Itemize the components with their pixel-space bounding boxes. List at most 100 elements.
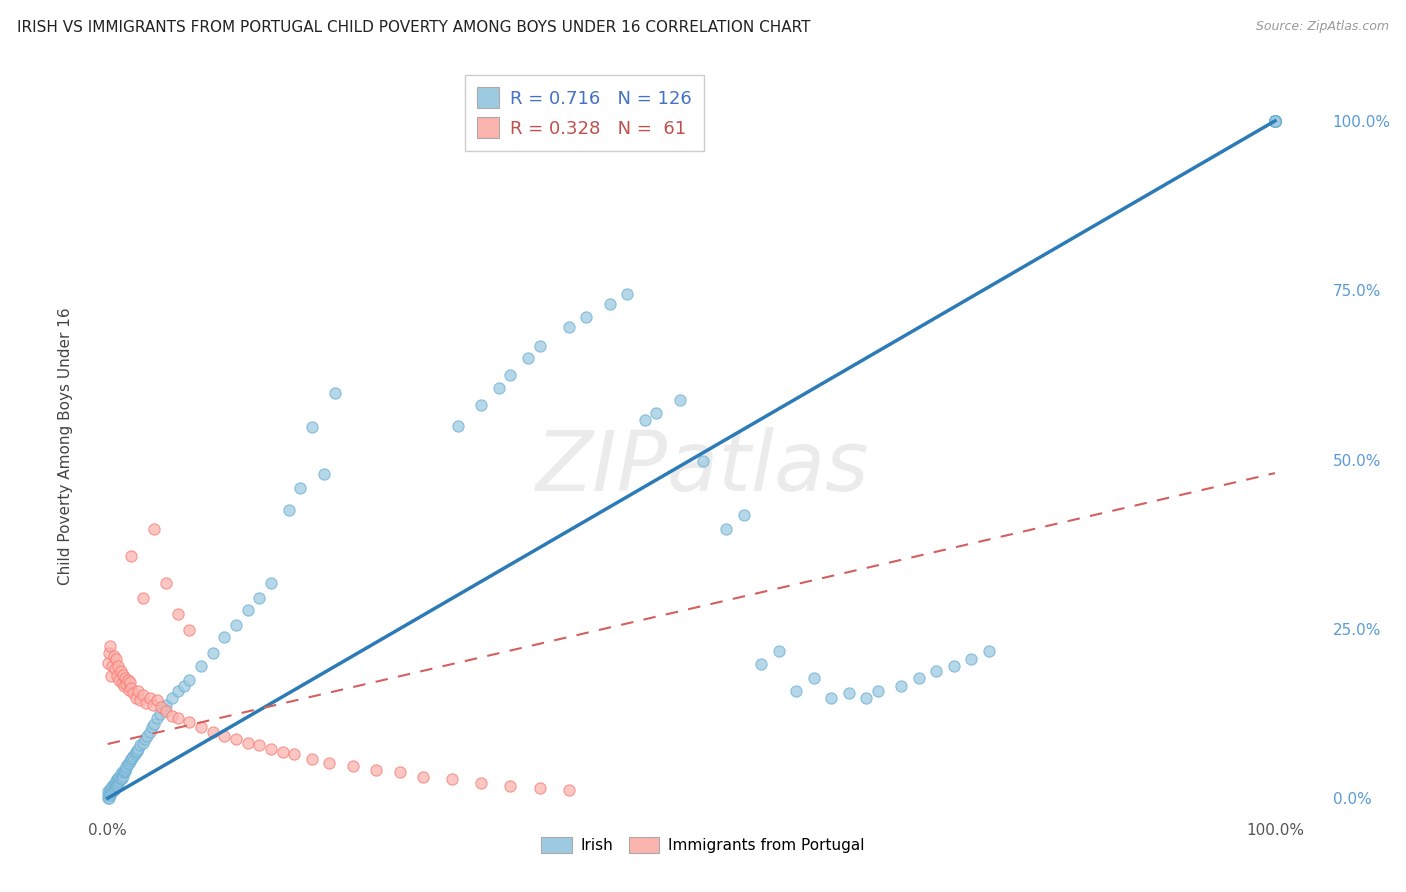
Point xyxy=(97,788,120,802)
Point xyxy=(301,752,323,766)
Point xyxy=(111,771,134,785)
Point xyxy=(132,688,155,702)
Point xyxy=(201,724,224,739)
Point xyxy=(820,690,842,705)
Point xyxy=(290,481,312,495)
Point xyxy=(122,686,145,700)
Point xyxy=(103,778,125,792)
Point xyxy=(516,351,538,365)
Point xyxy=(141,720,163,734)
Point xyxy=(960,652,983,666)
Point xyxy=(143,522,166,536)
Point xyxy=(558,320,581,334)
Point xyxy=(412,770,434,784)
Point xyxy=(97,646,120,660)
Point xyxy=(125,744,148,758)
Point xyxy=(101,659,124,673)
Point xyxy=(271,745,294,759)
Point xyxy=(447,418,470,433)
Point xyxy=(441,772,464,787)
Point xyxy=(616,286,638,301)
Point xyxy=(1264,114,1286,128)
Point xyxy=(142,698,165,712)
Point xyxy=(129,739,152,753)
Point xyxy=(143,716,166,731)
Y-axis label: Child Poverty Among Boys Under 16: Child Poverty Among Boys Under 16 xyxy=(58,307,73,585)
Point xyxy=(179,715,201,730)
Point xyxy=(160,690,183,705)
Point xyxy=(98,788,121,802)
Point xyxy=(104,780,127,795)
Point xyxy=(124,747,146,761)
Point xyxy=(1264,114,1286,128)
Point xyxy=(100,786,122,800)
Point xyxy=(751,657,773,671)
Point xyxy=(155,575,177,590)
Point xyxy=(190,659,212,673)
Point xyxy=(942,659,965,673)
Point xyxy=(470,776,492,790)
Text: Source: ZipAtlas.com: Source: ZipAtlas.com xyxy=(1256,20,1389,33)
Point xyxy=(342,758,364,772)
Point xyxy=(100,669,122,683)
Point xyxy=(1264,114,1286,128)
Point xyxy=(98,639,121,653)
Point xyxy=(558,783,581,797)
Point xyxy=(173,680,195,694)
Point xyxy=(110,767,132,781)
Point xyxy=(111,769,134,783)
Point xyxy=(110,664,132,678)
Point xyxy=(155,698,177,712)
Point xyxy=(105,772,128,787)
Point xyxy=(103,648,125,663)
Point xyxy=(1264,114,1286,128)
Point xyxy=(97,786,120,800)
Point xyxy=(114,763,136,777)
Point xyxy=(768,643,790,657)
Point xyxy=(488,381,510,395)
Point xyxy=(105,778,128,792)
Point xyxy=(236,736,259,750)
Point xyxy=(890,680,912,694)
Point xyxy=(118,756,141,770)
Point xyxy=(107,659,129,673)
Point xyxy=(105,669,128,683)
Point xyxy=(138,690,160,705)
Point xyxy=(499,779,522,793)
Point xyxy=(115,677,138,691)
Point xyxy=(114,671,136,685)
Point xyxy=(110,772,132,787)
Point xyxy=(97,791,120,805)
Point xyxy=(1264,114,1286,128)
Point xyxy=(225,731,247,746)
Point xyxy=(104,774,127,789)
Point xyxy=(132,736,155,750)
Point xyxy=(111,668,134,682)
Point xyxy=(1264,114,1286,128)
Point xyxy=(120,681,142,696)
Point xyxy=(135,697,157,711)
Point xyxy=(152,702,174,716)
Point xyxy=(120,549,142,563)
Point xyxy=(117,757,139,772)
Point xyxy=(103,783,125,797)
Point xyxy=(108,770,131,784)
Point xyxy=(1264,114,1286,128)
Point xyxy=(125,690,148,705)
Point xyxy=(1264,114,1286,128)
Point xyxy=(249,739,271,753)
Point xyxy=(633,413,655,427)
Point xyxy=(112,765,135,780)
Point xyxy=(803,671,825,685)
Point xyxy=(101,779,124,793)
Point xyxy=(214,729,236,743)
Point xyxy=(366,763,388,777)
Point xyxy=(138,724,160,739)
Point xyxy=(692,454,714,468)
Point xyxy=(301,420,323,434)
Point xyxy=(277,503,299,517)
Point xyxy=(136,729,159,743)
Point xyxy=(1264,114,1286,128)
Point xyxy=(166,607,188,621)
Point xyxy=(120,752,142,766)
